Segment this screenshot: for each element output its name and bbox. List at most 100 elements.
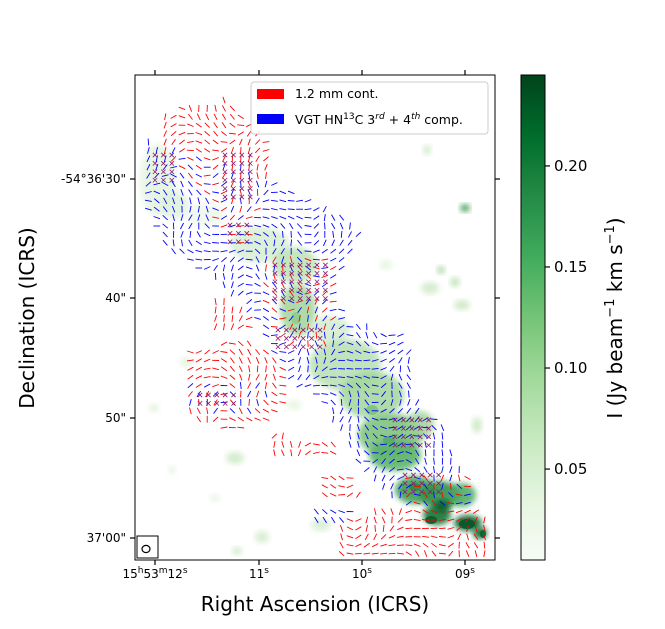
legend-label-vgt: VGT HN13C 3rd + 4th comp.	[295, 112, 463, 127]
polarization-segment	[397, 425, 404, 430]
polarization-segment	[172, 214, 175, 222]
polarization-segment	[237, 324, 244, 329]
overlap-cross	[436, 472, 442, 478]
overlap-cross	[275, 327, 281, 333]
emission-blob	[460, 204, 470, 212]
polarization-segment	[246, 206, 252, 213]
polarization-segment	[314, 365, 319, 373]
emission-core	[366, 405, 378, 415]
cross-stroke	[275, 327, 281, 333]
polarization-segment	[189, 230, 192, 238]
polarization-segment	[254, 147, 261, 154]
polarization-segment	[313, 443, 320, 446]
polarization-segment	[373, 533, 378, 541]
polarization-segment	[413, 518, 421, 522]
polarization-segment	[339, 407, 344, 415]
overlap-cross	[322, 270, 328, 276]
overlap-cross	[309, 335, 315, 341]
polarization-segment	[438, 518, 446, 522]
polarization-segment	[298, 365, 302, 373]
cross-stroke	[222, 400, 228, 406]
emission-blob	[420, 481, 460, 509]
polarization-segment	[255, 357, 260, 364]
polarization-segment	[380, 552, 388, 555]
polarization-segment	[281, 441, 285, 448]
polarization-segment	[389, 458, 395, 464]
polarization-segment	[172, 239, 175, 247]
polarization-segment	[255, 155, 260, 162]
polarization-segment	[449, 474, 453, 482]
polarization-segment	[331, 323, 336, 331]
polarization-segment	[220, 224, 228, 228]
polarization-segment	[389, 475, 395, 481]
polarization-segment	[263, 156, 269, 162]
polarization-segment	[187, 391, 193, 397]
polarization-segment	[304, 216, 312, 219]
polarization-segment	[170, 165, 178, 169]
polarization-segment	[203, 183, 211, 185]
overlap-cross	[314, 287, 320, 293]
overlap-cross	[283, 344, 289, 350]
polarization-segment	[229, 214, 236, 221]
polarization-segment	[229, 408, 236, 414]
cross-stroke	[392, 425, 398, 431]
legend: 1.2 mm cont. VGT HN13C 3rd + 4th comp.	[250, 81, 489, 135]
polarization-segment	[296, 223, 303, 229]
polarization-segment	[288, 366, 295, 371]
overlap-cross	[247, 186, 253, 192]
polarization-segment	[315, 331, 318, 339]
polarization-segment	[237, 257, 244, 262]
colorbar-gradient	[520, 74, 546, 561]
polarization-segment	[195, 358, 202, 363]
polarization-segment	[287, 308, 295, 312]
cross-stroke	[436, 472, 442, 478]
polarization-segment	[254, 207, 261, 211]
cross-stroke	[317, 344, 323, 350]
polarization-segment	[229, 249, 236, 253]
overlap-cross	[230, 160, 236, 166]
overlap-cross	[235, 230, 241, 236]
polarization-segment	[306, 306, 310, 314]
overlap-cross	[419, 489, 425, 495]
polarization-segment	[314, 315, 319, 322]
polarization-segment	[321, 376, 329, 379]
polarization-segment	[246, 340, 252, 347]
x-axis-title: Right Ascension (ICRS)	[201, 592, 429, 616]
overlap-cross	[247, 160, 253, 166]
polarization-segment	[388, 417, 396, 421]
polarization-segment	[424, 457, 427, 465]
polarization-segment	[187, 258, 194, 261]
polarization-segment	[438, 552, 446, 555]
polarization-segment	[178, 106, 186, 111]
overlap-cross	[227, 230, 233, 236]
polarization-segment	[180, 222, 184, 230]
overlap-cross	[230, 194, 236, 200]
overlap-cross	[169, 177, 175, 183]
cross-stroke	[322, 262, 328, 268]
cross-stroke	[289, 296, 295, 302]
polarization-segment	[179, 248, 185, 254]
polarization-segment	[389, 525, 395, 532]
overlap-cross	[235, 239, 241, 245]
polarization-segment	[414, 407, 420, 414]
cross-stroke	[152, 152, 158, 158]
cross-stroke	[227, 230, 233, 236]
polarization-segment	[228, 342, 236, 345]
cross-stroke	[280, 270, 286, 276]
overlap-cross	[152, 160, 158, 166]
polarization-segment	[145, 181, 152, 187]
polarization-segment	[161, 182, 169, 186]
cross-stroke	[222, 169, 228, 175]
polarization-segment	[397, 341, 404, 346]
polarization-segment	[329, 384, 337, 387]
emission-core	[459, 519, 475, 529]
polarization-segment	[213, 130, 219, 137]
polarization-segment	[408, 390, 410, 398]
polarization-segment	[447, 510, 455, 513]
cross-stroke	[314, 296, 320, 302]
overlap-cross	[392, 434, 398, 440]
polarization-segment	[388, 349, 396, 355]
overlap-cross	[292, 327, 298, 333]
polarization-segment	[272, 248, 277, 255]
legend-swatch-vgt	[257, 114, 284, 124]
